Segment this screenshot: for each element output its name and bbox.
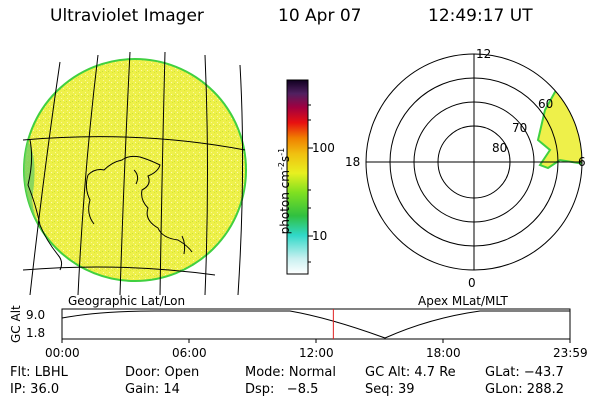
mlt-label-12: 12 (476, 47, 492, 61)
colorbar-unit-label: photon cm-2s-1 (277, 147, 292, 235)
timeline-xtick-1800: 18:00 (426, 346, 461, 360)
ip-info: IP: 36.0 (10, 382, 60, 397)
seq-info: Seq: 39 (365, 382, 415, 397)
polar-plot (365, 53, 583, 271)
geographic-image (23, 51, 247, 295)
color-bar (286, 79, 313, 275)
lat-lon-grid (23, 51, 246, 295)
left-panel-caption: Geographic Lat/Lon (68, 294, 186, 308)
timeline-xtick-2359: 23:59 (553, 346, 588, 360)
coastline (27, 139, 193, 271)
timeline-ytick-low: 1.8 (26, 326, 46, 340)
mlt-label-6: 6 (578, 155, 586, 169)
lat-label-60: 60 (538, 97, 554, 111)
glat-info: GLat: −43.7 (485, 365, 564, 380)
time-label: 12:49:17 UT (428, 6, 533, 26)
gain-info: Gain: 14 (125, 382, 180, 397)
app-title: Ultraviolet Imager (50, 6, 204, 26)
timeline-xtick-0000: 00:00 (45, 346, 80, 360)
right-panel-caption: Apex MLat/MLT (418, 294, 508, 308)
filter-info: Flt: LBHL (10, 365, 68, 380)
dsp-info: Dsp: −8.5 (245, 382, 319, 397)
lat-label-80: 80 (492, 141, 508, 155)
timeline-axis-label: GC Alt (9, 305, 23, 343)
timeline-ytick-high: 9.0 (26, 308, 46, 322)
door-info: Door: Open (125, 365, 200, 380)
polar-grid (365, 53, 583, 271)
gc-alt-info: GC Alt: 4.7 Re (365, 365, 456, 380)
mlt-label-0: 0 (468, 276, 476, 290)
mlt-label-18: 18 (345, 155, 361, 169)
timeline-xtick-0600: 06:00 (172, 346, 207, 360)
timeline-xtick-1200: 12:00 (299, 346, 334, 360)
glon-info: GLon: 288.2 (485, 382, 565, 397)
orbit-timeline (61, 308, 571, 343)
lat-label-70: 70 (512, 121, 528, 135)
mode-info: Mode: Normal (245, 365, 336, 380)
colorbar-tick-10: 10 (312, 229, 328, 243)
colorbar-tick-100: 100 (312, 141, 335, 155)
date-label: 10 Apr 07 (278, 6, 362, 26)
